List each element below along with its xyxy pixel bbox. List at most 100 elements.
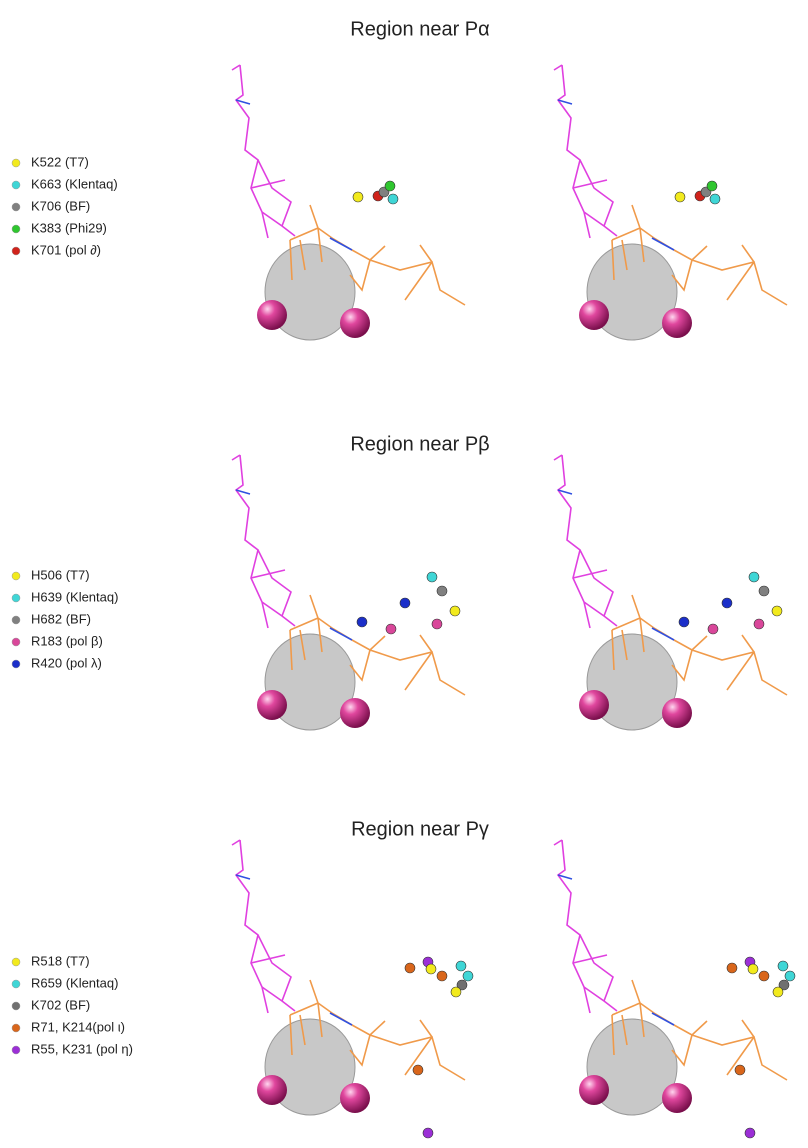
bond [236, 100, 352, 250]
residue [405, 963, 415, 973]
legend-label: H506 (T7) [31, 567, 90, 582]
legend-label: K706 (BF) [31, 198, 90, 213]
residue [437, 971, 447, 981]
residue [722, 598, 732, 608]
nucleotide [554, 65, 617, 238]
legend-label: K383 (Phi29) [31, 220, 107, 235]
nucleotide [232, 455, 295, 628]
legend-label: R71, K214(pol ι) [31, 1019, 125, 1034]
legend-label: K522 (T7) [31, 154, 89, 169]
panel-title: Region near Pβ [350, 433, 489, 455]
nucleotide [232, 840, 295, 1013]
molecule [554, 455, 787, 730]
legend-dot [12, 660, 20, 668]
metal-ion [340, 1083, 370, 1113]
residue [450, 606, 460, 616]
panel-title: Region near Pγ [351, 818, 489, 840]
legend-dot [12, 225, 20, 233]
panel: Region near Pα K522 (T7) K663 (Klentaq) K70… [12, 18, 787, 340]
residue [772, 606, 782, 616]
metal-ion [579, 1075, 609, 1105]
residue [727, 963, 737, 973]
nucleotide [554, 840, 617, 1013]
legend-label: H682 (BF) [31, 611, 91, 626]
residue [754, 619, 764, 629]
metal-ion [340, 698, 370, 728]
legend-label: R518 (T7) [31, 953, 90, 968]
residue [710, 194, 720, 204]
legend-dot [12, 958, 20, 966]
molecule [232, 840, 465, 1115]
residue [437, 586, 447, 596]
metal-ion [257, 1075, 287, 1105]
legend-dot [12, 594, 20, 602]
residue [748, 964, 758, 974]
residue [432, 619, 442, 629]
legend-dot [12, 247, 20, 255]
residue [423, 1128, 433, 1138]
residue [413, 1065, 423, 1075]
metal-ion [579, 690, 609, 720]
molecule [232, 65, 465, 340]
residue [749, 572, 759, 582]
bond [236, 875, 352, 1025]
metal-ion [340, 308, 370, 338]
residue [778, 961, 788, 971]
legend-label: R183 (pol β) [31, 633, 103, 648]
bond [558, 875, 674, 1025]
nucleotide [554, 455, 617, 628]
bond [236, 490, 352, 640]
nucleotide [232, 65, 295, 238]
metal-ion [662, 308, 692, 338]
residue [463, 971, 473, 981]
residue [386, 624, 396, 634]
legend-dot [12, 181, 20, 189]
molecule [554, 65, 787, 340]
residue [400, 598, 410, 608]
residue [388, 194, 398, 204]
residue [357, 617, 367, 627]
metal-ion [662, 1083, 692, 1113]
metal-ion [257, 300, 287, 330]
legend-dot [12, 980, 20, 988]
residue [451, 987, 461, 997]
legend-label: H639 (Klentaq) [31, 589, 118, 604]
legend-dot [12, 1046, 20, 1054]
legend-label: K701 (pol ∂) [31, 242, 101, 257]
residue [385, 181, 395, 191]
figure: Region near Pα K522 (T7) K663 (Klentaq) K70… [0, 0, 808, 1148]
residue [759, 971, 769, 981]
legend-label: K702 (BF) [31, 997, 90, 1012]
residue [773, 987, 783, 997]
metal-ion [662, 698, 692, 728]
molecule [554, 840, 787, 1115]
metal-ion [257, 690, 287, 720]
panel: Region near Pβ H506 (T7) H639 (Klentaq) H68… [12, 433, 787, 730]
legend-dot [12, 1002, 20, 1010]
residue [745, 1128, 755, 1138]
residue [426, 964, 436, 974]
residue [785, 971, 795, 981]
residue [759, 586, 769, 596]
legend-dot [12, 203, 20, 211]
panel-title: Region near Pα [350, 18, 489, 40]
bond [558, 100, 674, 250]
residue [427, 572, 437, 582]
residue [707, 181, 717, 191]
legend-label: R659 (Klentaq) [31, 975, 118, 990]
legend-dot [12, 616, 20, 624]
legend-dot [12, 572, 20, 580]
legend-dot [12, 159, 20, 167]
residue [353, 192, 363, 202]
legend-label: R55, K231 (pol η) [31, 1041, 133, 1056]
residue [675, 192, 685, 202]
bond [558, 490, 674, 640]
legend-label: K663 (Klentaq) [31, 176, 118, 191]
molecule [232, 455, 465, 730]
legend-dot [12, 1024, 20, 1032]
legend-label: R420 (pol λ) [31, 655, 102, 670]
metal-ion [579, 300, 609, 330]
residue [708, 624, 718, 634]
panel: Region near Pγ R518 (T7) R659 (Klentaq) K70… [12, 818, 795, 1138]
residue [679, 617, 689, 627]
